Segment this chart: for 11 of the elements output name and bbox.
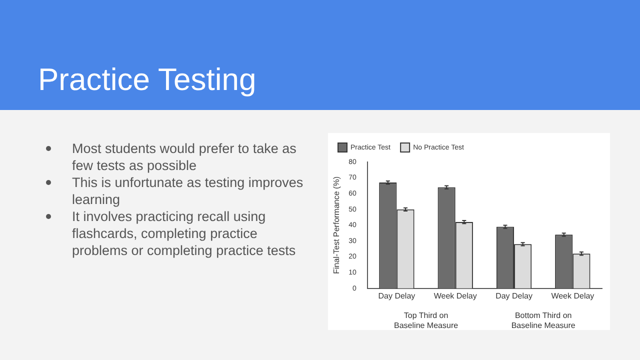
y-axis-title: Final-Test Performance (%) <box>332 176 342 274</box>
text: Most students would prefer to take as few tests as possible <box>72 141 296 173</box>
x-tick-label: Day Delay <box>378 291 416 300</box>
x-tick-label: Week Delay <box>551 291 594 300</box>
x-tick-label: Week Delay <box>434 291 477 300</box>
text: It involves practicing recall using flashcards, completing practice problems or completing practice tests <box>72 209 296 258</box>
text: Bottom Third on Baseline Measure <box>511 311 576 330</box>
chart-title: Practice Testing <box>38 62 256 98</box>
text: This is unfortunate as testing improves learning <box>72 175 304 207</box>
x-tick-label: Day Delay <box>496 291 532 300</box>
text: Top Third on Baseline Measure <box>394 311 459 330</box>
